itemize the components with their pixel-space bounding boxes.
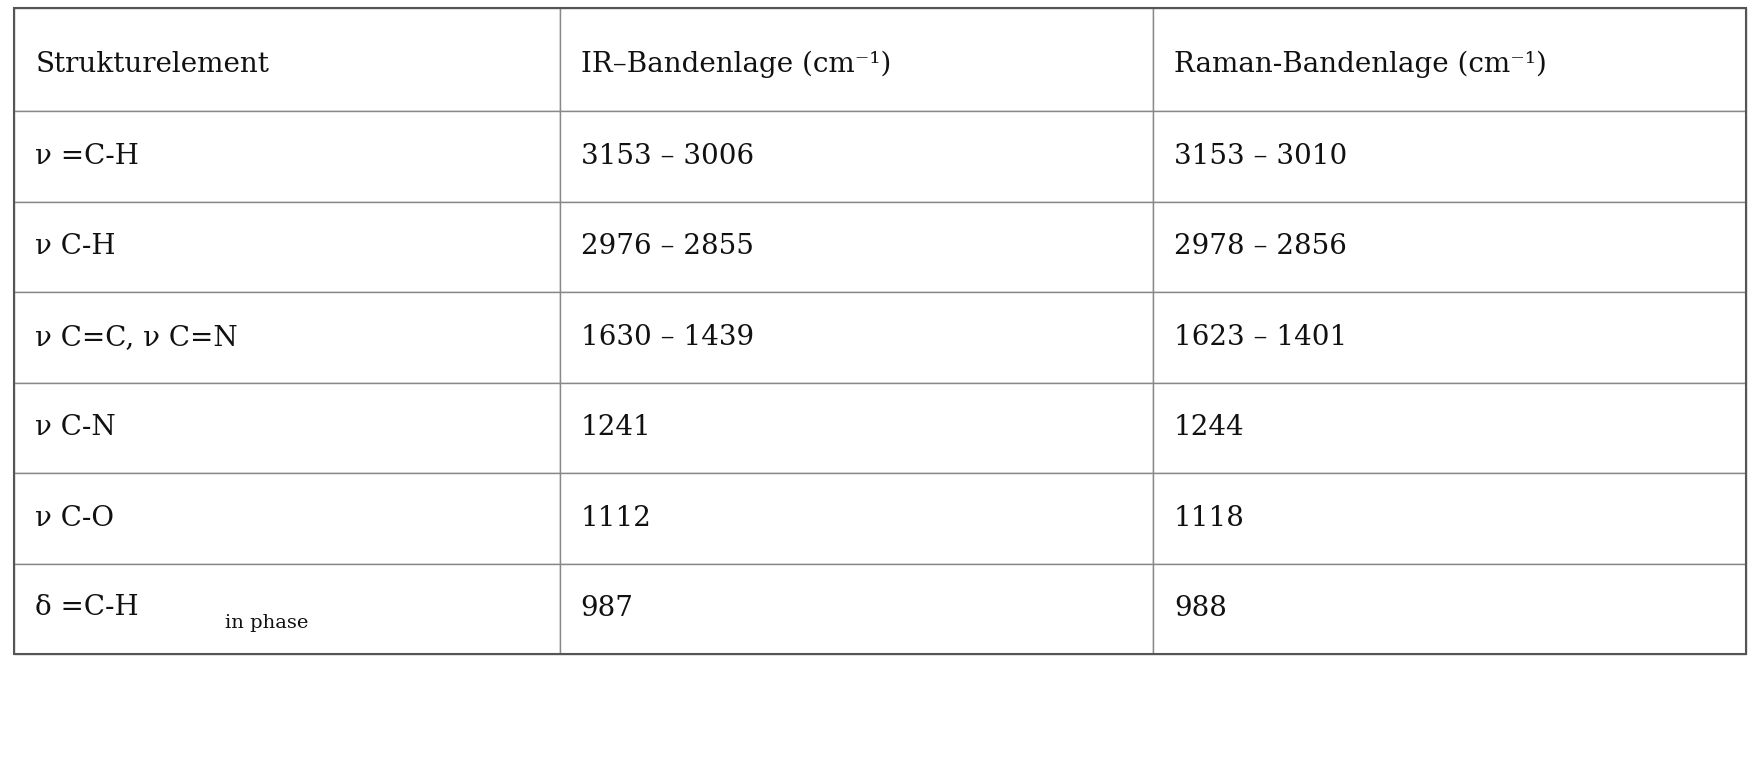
Text: 1623 – 1401: 1623 – 1401 bbox=[1174, 324, 1346, 351]
Bar bbox=[560, 564, 1153, 654]
Text: in phase: in phase bbox=[225, 614, 308, 631]
Text: 1630 – 1439: 1630 – 1439 bbox=[581, 324, 753, 351]
Bar bbox=[560, 202, 1153, 292]
Text: ν C-N: ν C-N bbox=[35, 414, 116, 442]
Text: δ =C-H: δ =C-H bbox=[35, 594, 139, 621]
Bar bbox=[14, 202, 560, 292]
Text: 1241: 1241 bbox=[581, 414, 651, 442]
Text: 987: 987 bbox=[581, 595, 634, 623]
Bar bbox=[14, 111, 560, 202]
Bar bbox=[14, 292, 560, 383]
Bar bbox=[560, 473, 1153, 564]
Text: 988: 988 bbox=[1174, 595, 1227, 623]
Bar bbox=[1153, 383, 1746, 473]
Text: 1112: 1112 bbox=[581, 505, 651, 532]
Bar bbox=[1153, 564, 1746, 654]
Text: 3153 – 3010: 3153 – 3010 bbox=[1174, 143, 1346, 170]
Text: ν =C-H: ν =C-H bbox=[35, 143, 139, 170]
Bar bbox=[1153, 202, 1746, 292]
Bar bbox=[14, 8, 560, 111]
Bar bbox=[14, 383, 560, 473]
Text: 2978 – 2856: 2978 – 2856 bbox=[1174, 233, 1346, 261]
Bar bbox=[14, 473, 560, 564]
Bar bbox=[560, 111, 1153, 202]
Text: ν C-O: ν C-O bbox=[35, 505, 114, 532]
Bar bbox=[14, 564, 560, 654]
Text: 1118: 1118 bbox=[1174, 505, 1244, 532]
Bar bbox=[1153, 292, 1746, 383]
Bar bbox=[14, 8, 1746, 654]
Text: Raman-Bandenlage (cm⁻¹): Raman-Bandenlage (cm⁻¹) bbox=[1174, 51, 1547, 78]
Text: ν C=C, ν C=N: ν C=C, ν C=N bbox=[35, 324, 238, 351]
Bar bbox=[1153, 8, 1746, 111]
Text: 3153 – 3006: 3153 – 3006 bbox=[581, 143, 753, 170]
Bar bbox=[1153, 473, 1746, 564]
Text: ν C-H: ν C-H bbox=[35, 233, 116, 261]
Bar bbox=[560, 292, 1153, 383]
Text: 1244: 1244 bbox=[1174, 414, 1244, 442]
Text: IR–Bandenlage (cm⁻¹): IR–Bandenlage (cm⁻¹) bbox=[581, 51, 891, 78]
Text: 2976 – 2855: 2976 – 2855 bbox=[581, 233, 753, 261]
Bar bbox=[560, 8, 1153, 111]
Bar bbox=[1153, 111, 1746, 202]
Text: Strukturelement: Strukturelement bbox=[35, 51, 269, 78]
Bar bbox=[560, 383, 1153, 473]
